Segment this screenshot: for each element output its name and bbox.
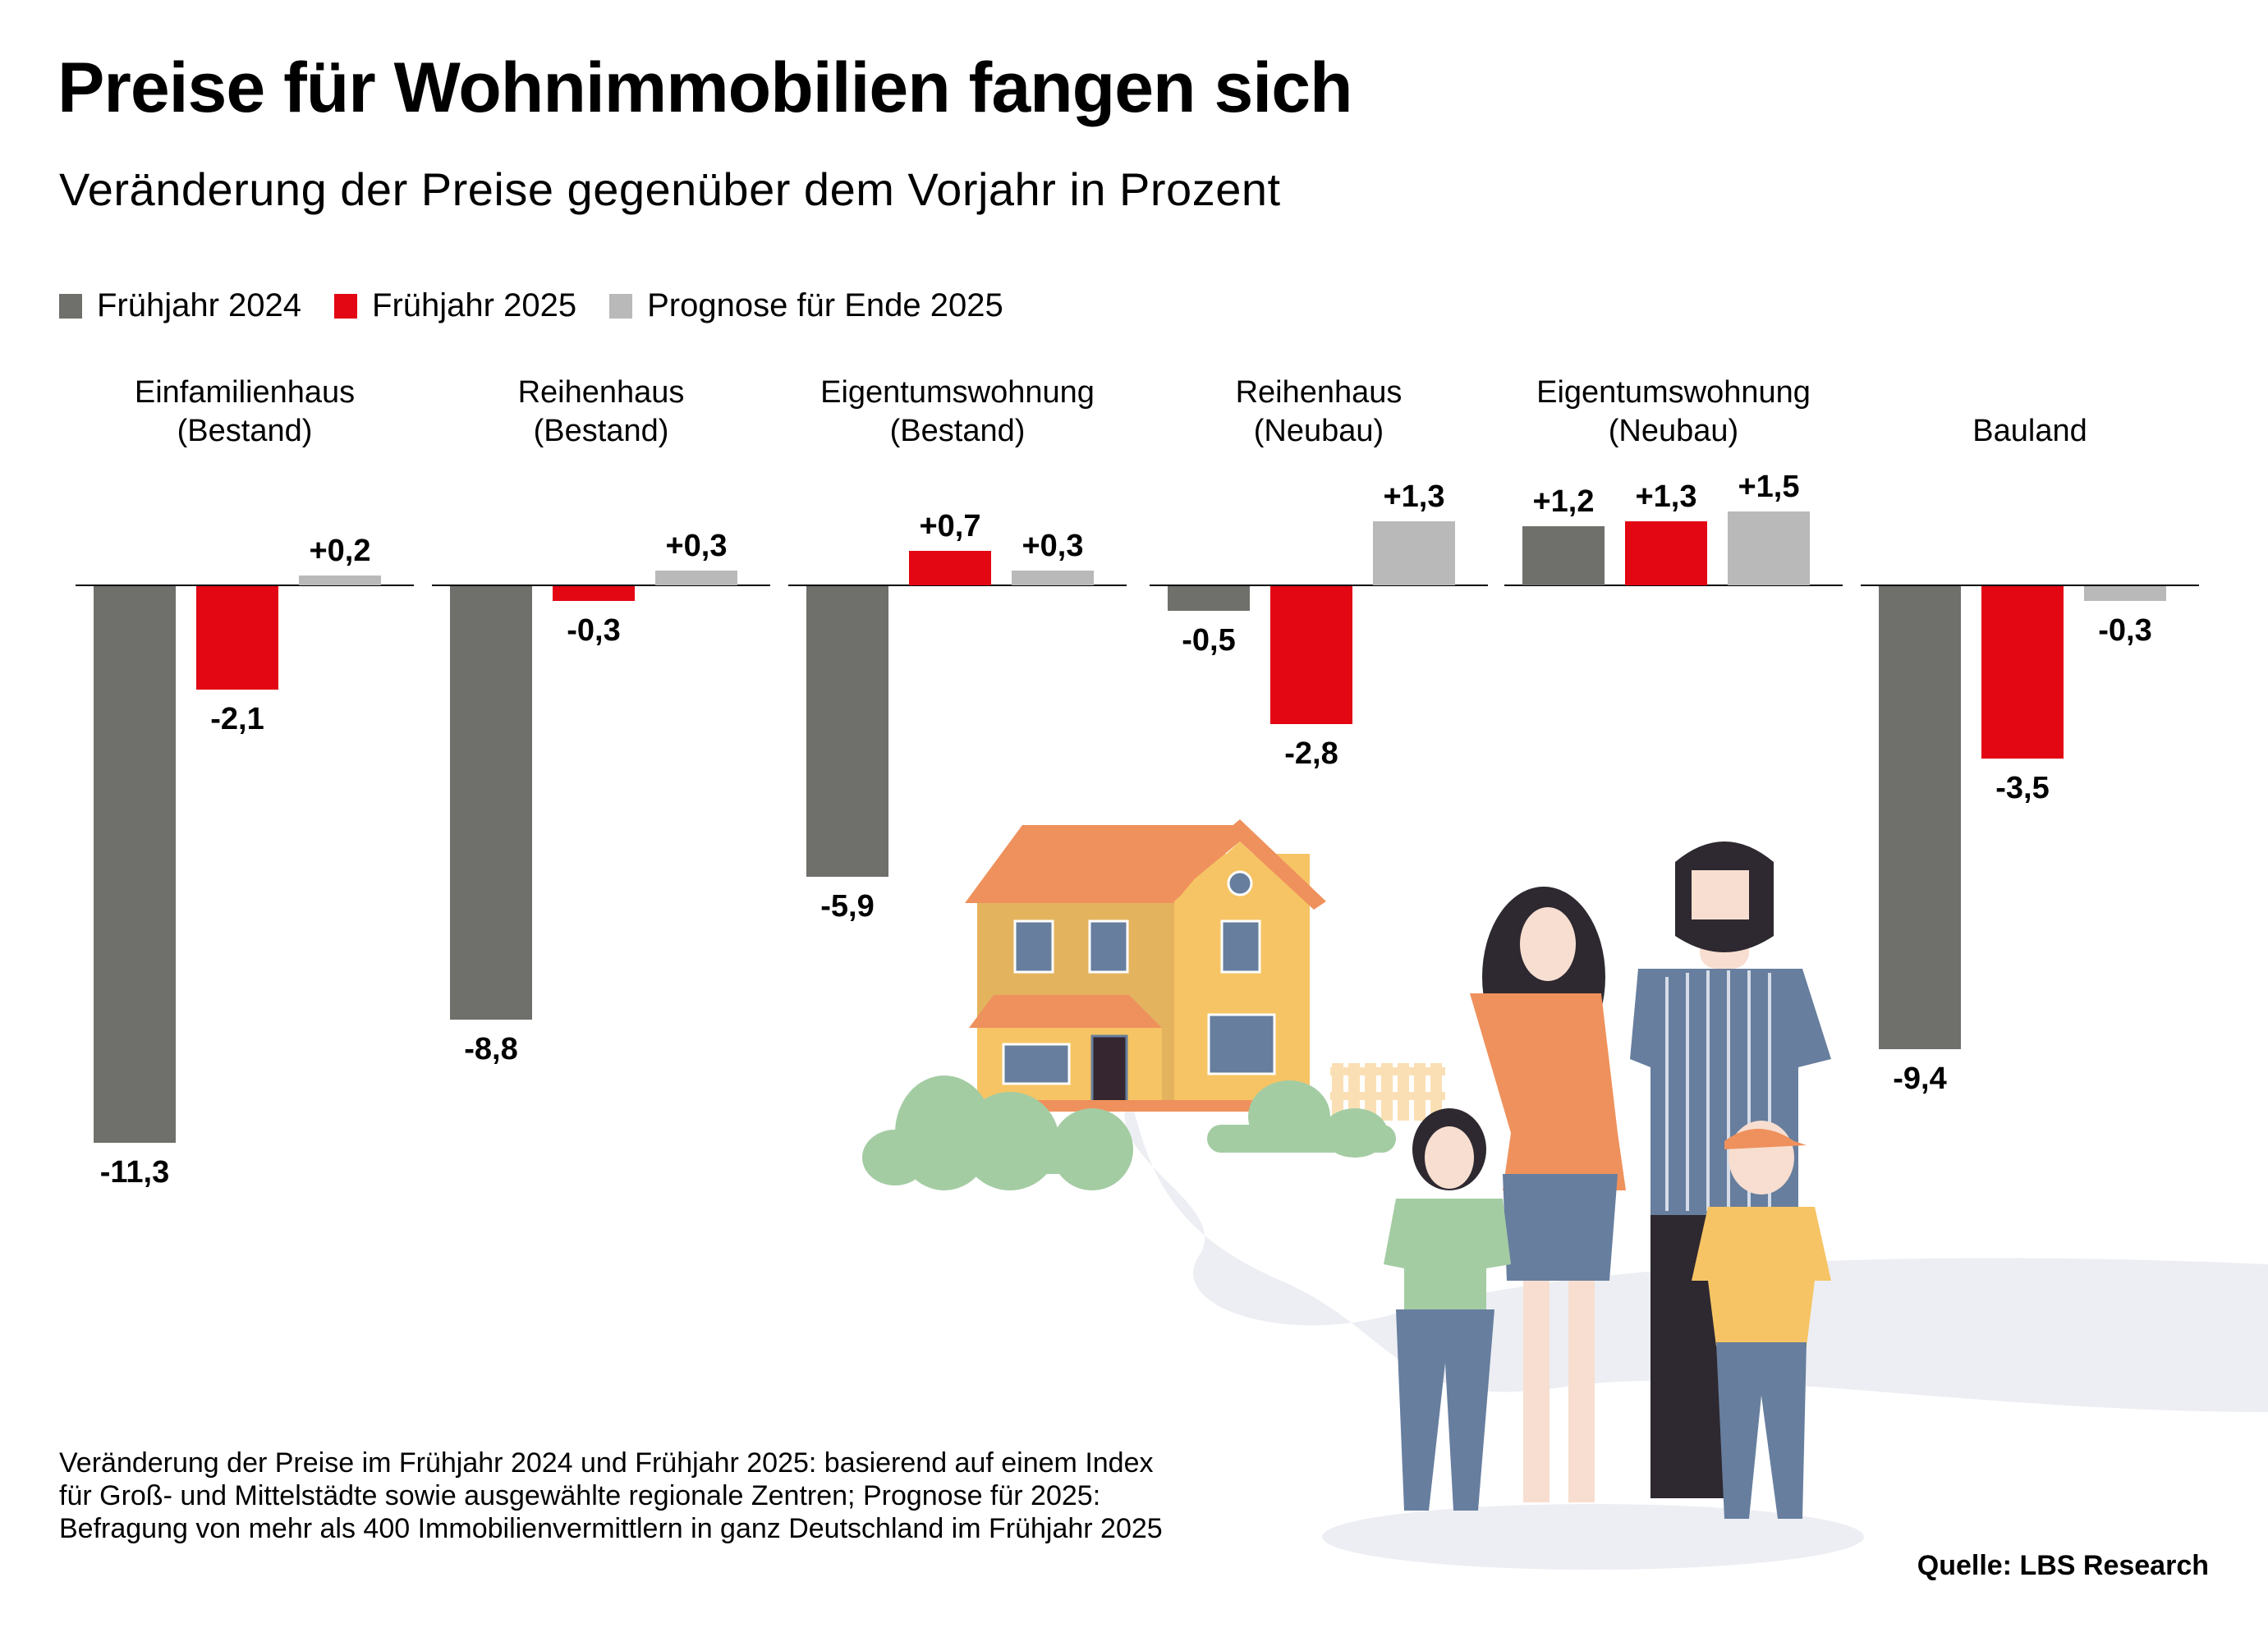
chart-title: Preise für Wohnimmobilien fangen sich [57,48,1353,127]
category-label: (Neubau) [1609,414,1738,448]
bar [1012,571,1094,585]
legend-swatch-forecast [609,293,633,319]
data-label: -3,5 [1995,771,2049,805]
bar [299,575,381,585]
data-label: +0,2 [309,534,370,568]
data-label: +0,3 [1022,529,1083,563]
data-label: -5,9 [820,889,874,924]
legend-item-forecast: Prognose für Ende 2025 [609,287,1003,324]
bar [553,586,635,601]
data-label: -11,3 [100,1155,170,1190]
bar [1373,521,1455,585]
bar [450,586,532,1020]
legend-swatch-2024 [59,293,82,319]
ground-shadow [1322,1504,1864,1570]
bar [909,551,991,585]
data-label: +1,2 [1532,484,1594,519]
bar [1625,521,1707,585]
bar [1522,526,1605,585]
category-label: Eigentumswohnung [820,375,1095,410]
bar [196,586,278,690]
bar [1168,586,1250,611]
bar [1270,586,1352,724]
data-label: +0,7 [919,509,980,543]
category-label: Reihenhaus [1236,375,1403,410]
bar [2084,586,2166,601]
house-icon [965,819,1326,1112]
data-label: +1,3 [1635,479,1696,514]
data-label: -0,5 [1182,623,1235,658]
data-label: +0,3 [665,529,727,563]
category-label: (Bestand) [890,414,1026,448]
bar [94,586,176,1143]
bar [1981,586,2064,759]
data-label: -0,3 [2098,613,2151,648]
source-label: Quelle: LBS Research [1917,1550,2209,1581]
data-label: +1,5 [1738,470,1799,504]
fence [1330,1063,1445,1121]
category-label: Reihenhaus [518,375,685,410]
bush-left [862,1075,1133,1190]
data-label: +1,3 [1383,479,1444,514]
data-label: -2,8 [1284,736,1338,771]
family-icon [1384,841,1831,1519]
data-label: -2,1 [210,702,264,736]
legend-item-2025: Frühjahr 2025 [334,287,576,324]
legend-label-2025: Frühjahr 2025 [372,287,577,323]
category-label: (Neubau) [1254,414,1384,448]
legend-label-forecast: Prognose für Ende 2025 [647,287,1003,323]
category-label: (Bestand) [177,414,313,448]
bar [1879,586,1961,1049]
bush-right [1207,1080,1396,1158]
category-label: Einfamilienhaus [135,375,355,410]
data-label: -9,4 [1893,1062,1946,1096]
data-label: -8,8 [464,1032,517,1066]
category-label: (Bestand) [534,414,669,448]
legend-swatch-2025 [334,293,358,319]
legend-item-2024: Frühjahr 2024 [59,287,301,324]
footnote: Veränderung der Preise im Frühjahr 2024 … [59,1447,1163,1544]
data-label: -0,3 [567,613,620,648]
category-label: Eigentumswohnung [1536,375,1811,410]
legend-label-2024: Frühjahr 2024 [97,287,302,323]
category-label: Bauland [1972,414,2087,448]
bar [1728,511,1810,585]
legend: Frühjahr 2024 Frühjahr 2025 Prognose für… [59,287,1003,324]
bar [655,571,737,585]
chart-subtitle: Veränderung der Preise gegenüber dem Vor… [59,163,1281,215]
bar [806,586,888,877]
